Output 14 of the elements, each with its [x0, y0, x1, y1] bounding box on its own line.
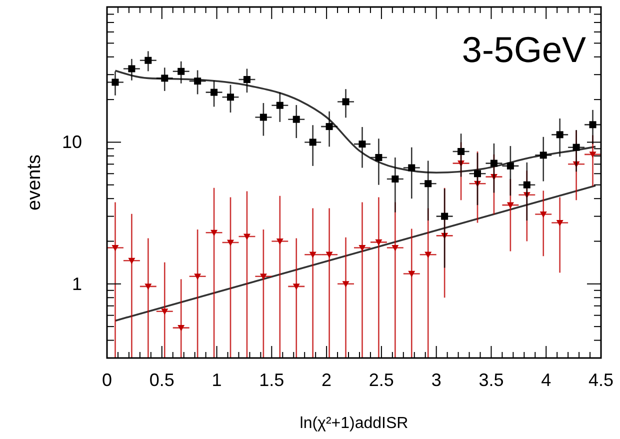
x-tick-label: 0.5 [149, 370, 174, 390]
x-tick-label: 4 [541, 370, 552, 390]
y-axis-title: events [24, 154, 45, 210]
x-axis-title: ln(χ²+1)addISR [300, 415, 408, 432]
x-tick-label: 0 [102, 370, 112, 390]
x-tick-label: 1 [212, 370, 222, 390]
x-tick-label: 2 [322, 370, 332, 390]
x-tick-label: 4.5 [588, 370, 614, 390]
x-tick-label: 3.5 [478, 370, 504, 390]
y-tick-label: 10 [62, 132, 82, 152]
x-tick-label: 2.5 [368, 370, 394, 390]
x-tick-label: 1.5 [259, 370, 284, 390]
x-tick-label: 3 [431, 370, 442, 390]
annotation: 3-5GeV [462, 29, 586, 70]
